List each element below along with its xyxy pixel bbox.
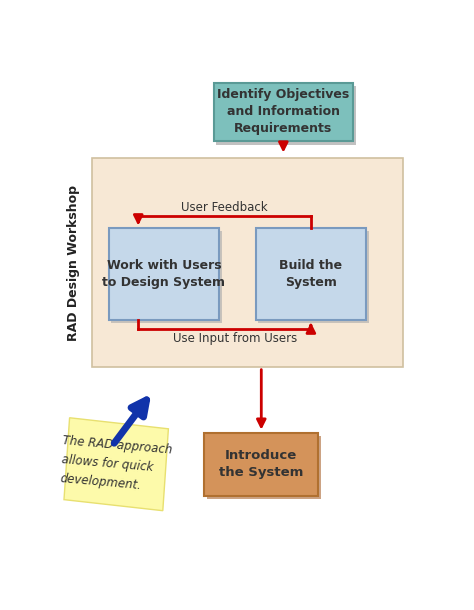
FancyBboxPatch shape — [213, 82, 353, 142]
FancyBboxPatch shape — [204, 432, 318, 496]
FancyBboxPatch shape — [256, 228, 366, 320]
FancyBboxPatch shape — [207, 436, 321, 499]
Text: Use Input from Users: Use Input from Users — [173, 332, 298, 345]
Text: Work with Users
to Design System: Work with Users to Design System — [102, 259, 226, 289]
Text: User Feedback: User Feedback — [181, 201, 268, 214]
FancyBboxPatch shape — [258, 231, 369, 323]
Text: Build the
System: Build the System — [279, 259, 342, 289]
FancyBboxPatch shape — [216, 86, 356, 145]
Text: Identify Objectives
and Information
Requirements: Identify Objectives and Information Requ… — [217, 88, 349, 135]
Polygon shape — [64, 418, 168, 511]
Text: The RAD approach
allows for quick
development.: The RAD approach allows for quick develo… — [59, 434, 173, 495]
Text: RAD Design Workshop: RAD Design Workshop — [67, 185, 81, 342]
FancyBboxPatch shape — [109, 228, 219, 320]
FancyBboxPatch shape — [111, 231, 222, 323]
FancyBboxPatch shape — [92, 158, 403, 367]
Text: Introduce
the System: Introduce the System — [219, 449, 303, 479]
